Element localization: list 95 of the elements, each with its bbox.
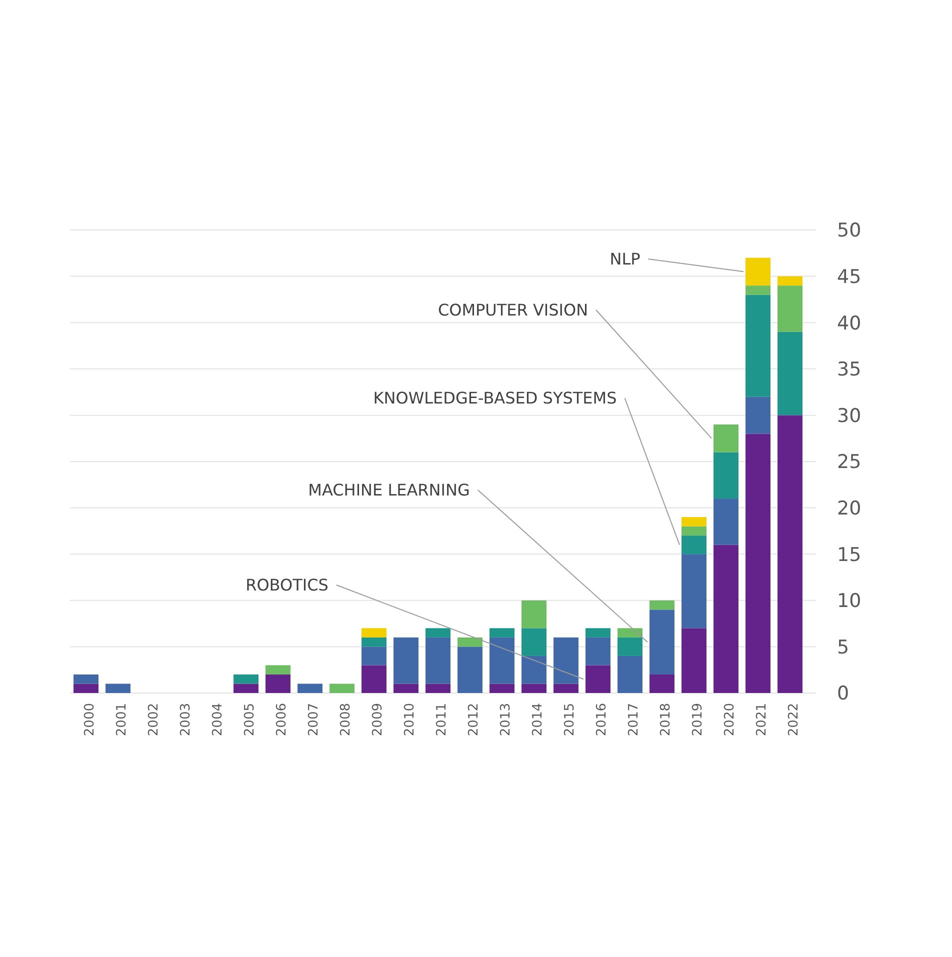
bar [746,286,770,295]
bar [778,276,802,286]
x-tick-label: 2006 [274,703,290,736]
bar [618,628,642,638]
bar [234,674,258,684]
bar [586,665,610,693]
bar [426,684,450,693]
x-tick-label: 2002 [146,703,162,736]
bar [394,637,418,684]
bar [522,656,546,684]
bar [682,628,706,693]
bar [266,665,290,674]
bar [266,674,290,693]
x-tick-label: 2000 [82,703,98,736]
y-tick-label: 30 [837,404,862,427]
bar [682,526,706,536]
bar [394,684,418,693]
x-tick-label: 2016 [594,703,610,736]
y-tick-label: 15 [837,544,862,566]
bar [746,434,770,693]
x-tick-label: 2013 [498,703,514,736]
bar [586,628,610,638]
bar [106,684,130,693]
text: COMPUTER VISION [438,300,588,320]
bar [618,637,642,656]
bar [74,684,98,693]
y-tick-label: 0 [837,682,850,705]
x-tick-label: 2015 [562,703,578,736]
bar [458,637,482,647]
bar [650,600,674,610]
bar [362,646,386,666]
bar [426,637,450,684]
text: NLP [610,250,641,269]
bar [522,628,546,656]
x-tick-label: 2014 [530,703,546,736]
x-tick-label: 2005 [242,703,258,736]
bar [618,656,642,693]
bar [298,684,322,693]
x-tick-label: 2021 [754,703,770,736]
bar [522,600,546,628]
y-tick-label: 10 [837,590,862,612]
x-tick-label: 2011 [434,703,450,736]
bar [490,637,514,684]
y-tick-label: 20 [837,497,862,520]
bar [650,674,674,693]
bar [778,415,802,693]
x-tick-label: 2008 [338,703,354,736]
bar [682,536,706,554]
bar [682,517,706,526]
y-tick-label: 45 [837,266,862,288]
x-tick-label: 2001 [114,703,130,736]
x-tick-label: 2012 [466,703,482,736]
bar [714,544,738,693]
x-tick-label: 2009 [370,703,386,736]
bar [650,610,674,674]
bar [490,684,514,693]
bar [554,684,578,693]
y-tick-label: 35 [837,358,862,381]
text: ROBOTICS [246,576,328,595]
y-tick-label: 5 [837,636,850,658]
bar [746,294,770,397]
bar [362,628,386,638]
bar [522,684,546,693]
bar [746,258,770,286]
y-tick-label: 40 [837,312,862,334]
bar [362,665,386,693]
y-tick-label: 25 [837,451,862,474]
bar [74,674,98,684]
bar [490,628,514,638]
x-tick-label: 2003 [178,703,194,736]
bar [778,332,802,416]
y-tick-label: 50 [837,220,862,242]
bar [554,637,578,684]
bar [778,286,802,332]
x-tick-label: 2007 [306,703,322,736]
text: MACHINE LEARNING [308,480,470,500]
bar [682,554,706,628]
x-tick-label: 2017 [626,703,642,736]
x-tick-label: 2010 [402,703,418,736]
x-tick-label: 2020 [722,703,738,736]
bar [458,646,482,693]
bar [234,684,258,693]
bar [714,452,738,499]
bar [426,628,450,638]
bar [330,684,354,693]
x-tick-label: 2022 [786,703,802,736]
bar [714,498,738,545]
x-tick-label: 2004 [210,703,226,736]
bar [714,424,738,452]
x-tick-label: 2019 [690,703,706,736]
bar [746,396,770,434]
bar [586,637,610,666]
x-tick-label: 2018 [658,703,674,736]
bar [362,637,386,647]
text: KNOWLEDGE-BASED SYSTEMS [373,388,617,408]
